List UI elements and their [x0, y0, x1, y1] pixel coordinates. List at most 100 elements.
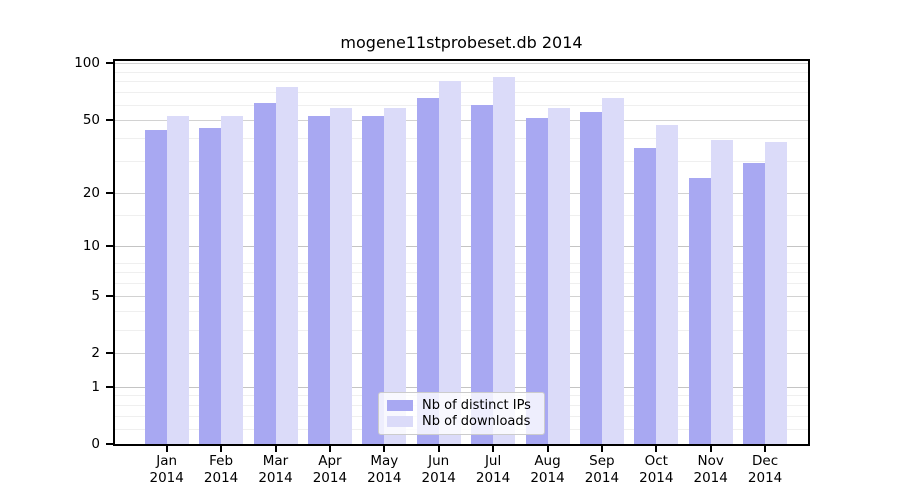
x-tick-year-may: 2014 [367, 469, 402, 486]
gridline-major-50 [115, 119, 808, 121]
x-tick-year-apr: 2014 [312, 469, 348, 486]
bar-distinct-ips-feb [199, 128, 222, 444]
bar-distinct-ips-mar [253, 103, 276, 444]
bar-downloads-may [384, 107, 407, 444]
y-tick-label-50: 50 [82, 111, 100, 128]
x-tick-mark-dec [764, 446, 767, 452]
y-tick-mark-100 [106, 62, 113, 65]
bar-distinct-ips-may [362, 116, 385, 444]
x-tick-year-jul: 2014 [475, 469, 511, 486]
legend-label-distinct-ips: Nb of distinct IPs [422, 398, 531, 413]
gridline-minor-60 [115, 104, 808, 106]
x-tick-label-sep: Sep 2014 [570, 453, 634, 486]
y-tick-mark-2 [106, 352, 113, 355]
y-tick-mark-1 [106, 385, 113, 388]
gridline-major-10 [115, 246, 808, 248]
x-tick-label-dec: Dec 2014 [733, 453, 797, 486]
y-tick-label-0: 0 [91, 436, 100, 452]
y-tick-label-20: 20 [82, 184, 100, 201]
x-tick-year-nov: 2014 [693, 469, 728, 486]
bar-downloads-oct [656, 124, 679, 444]
y-tick-label-2: 2 [91, 345, 100, 362]
bar-downloads-mar [275, 86, 298, 444]
gridline-major-1 [115, 386, 808, 388]
x-tick-mark-jan [165, 446, 168, 452]
x-tick-mark-apr [328, 446, 331, 452]
y-tick-mark-50 [106, 118, 113, 121]
gridline-minor-70 [115, 92, 808, 94]
x-tick-year-jun: 2014 [421, 469, 456, 486]
x-tick-label-feb: Feb 2014 [189, 453, 253, 486]
y-tick-mark-20 [106, 191, 113, 194]
y-tick-label-1: 1 [91, 378, 100, 395]
legend-entry-distinct-ips: Nb of distinct IPs [387, 398, 535, 413]
legend: Nb of distinct IPs Nb of downloads [378, 392, 545, 435]
x-tick-label-aug: Aug 2014 [516, 453, 580, 486]
plot-area: Nb of distinct IPs Nb of downloads [113, 59, 810, 446]
gridline-minor-80 [115, 81, 808, 83]
y-tick-mark-10 [106, 245, 113, 248]
x-tick-mark-mar [274, 446, 277, 452]
y-tick-label-100: 100 [74, 55, 100, 72]
bar-downloads-jul [493, 77, 516, 444]
x-tick-mark-jul [492, 446, 495, 452]
x-tick-label-oct: Oct 2014 [624, 453, 688, 486]
x-tick-year-mar: 2014 [258, 469, 293, 486]
x-tick-mark-feb [220, 446, 223, 452]
x-tick-mark-may [383, 446, 386, 452]
bar-downloads-nov [710, 139, 733, 444]
gridline-minor-15 [115, 215, 808, 217]
bar-distinct-ips-oct [634, 148, 657, 444]
x-tick-year-aug: 2014 [530, 469, 565, 486]
gridline-minor-90 [115, 71, 808, 73]
bar-distinct-ips-sep [579, 111, 602, 444]
y-tick-mark-0 [106, 443, 113, 445]
bar-distinct-ips-aug [525, 117, 548, 444]
y-tick-mark-5 [106, 295, 113, 298]
gridline-major-20 [115, 192, 808, 194]
bar-distinct-ips-jan [144, 129, 167, 444]
gridline-minor-7 [115, 272, 808, 274]
bar-downloads-jun [438, 81, 461, 444]
x-tick-label-jul: Jul 2014 [461, 453, 525, 486]
x-tick-year-feb: 2014 [203, 469, 239, 486]
x-tick-year-dec: 2014 [747, 469, 783, 486]
gridline-minor-4 [115, 311, 808, 313]
gridline-major-5 [115, 296, 808, 298]
x-tick-mark-jun [437, 446, 440, 452]
x-tick-label-apr: Apr 2014 [298, 453, 362, 486]
legend-swatch-distinct-ips [387, 400, 413, 411]
gridline-minor-3 [115, 329, 808, 331]
x-tick-mark-aug [546, 446, 549, 452]
x-tick-label-may: May 2014 [352, 453, 416, 486]
x-tick-year-oct: 2014 [639, 469, 674, 486]
bar-distinct-ips-jun [416, 98, 439, 444]
gridline-major-100 [115, 63, 808, 65]
bar-downloads-sep [601, 98, 624, 444]
x-tick-mark-nov [709, 446, 712, 452]
x-tick-mark-sep [600, 446, 603, 452]
x-tick-mark-oct [655, 446, 658, 452]
x-tick-year-sep: 2014 [584, 469, 620, 486]
x-tick-label-jun: Jun 2014 [407, 453, 471, 486]
bar-distinct-ips-dec [743, 163, 766, 444]
chart-title: mogene11stprobeset.db 2014 [340, 33, 583, 52]
legend-label-downloads: Nb of downloads [422, 414, 531, 429]
bar-distinct-ips-nov [688, 178, 711, 444]
legend-entry-downloads: Nb of downloads [387, 414, 535, 429]
x-tick-year-jan: 2014 [149, 469, 184, 486]
y-tick-label-5: 5 [91, 288, 100, 305]
bar-downloads-apr [329, 107, 352, 444]
gridline-minor-40 [115, 137, 808, 139]
y-tick-label-10: 10 [82, 238, 100, 255]
x-tick-label-jan: Jan 2014 [135, 453, 199, 486]
gridline-minor-8 [115, 262, 808, 264]
bar-downloads-aug [547, 107, 570, 444]
legend-swatch-downloads [387, 416, 413, 427]
gridline-minor-6 [115, 283, 808, 285]
x-tick-label-nov: Nov 2014 [679, 453, 743, 486]
bar-downloads-dec [765, 141, 788, 444]
bar-distinct-ips-jul [471, 104, 494, 444]
bar-downloads-jan [166, 116, 189, 444]
